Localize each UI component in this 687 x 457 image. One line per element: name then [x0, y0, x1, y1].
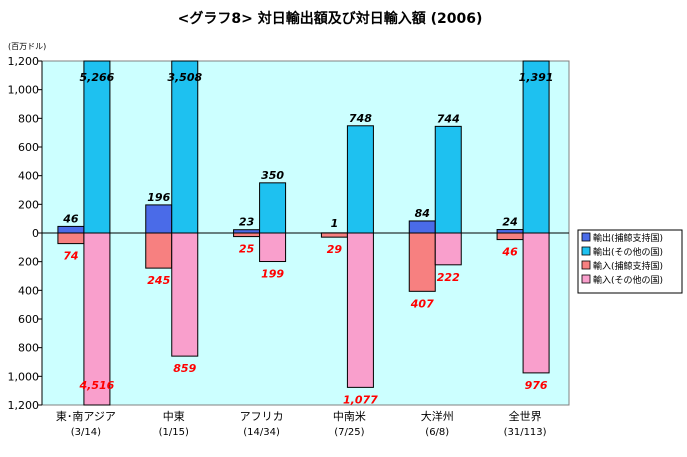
- data-label: 976: [525, 379, 548, 392]
- bar: [320, 232, 348, 238]
- bar: [233, 232, 261, 238]
- bar: [259, 182, 287, 234]
- category-label: 中東: [163, 410, 185, 423]
- bar: [83, 60, 111, 234]
- category-sublabel: (3/14): [71, 427, 101, 438]
- bar: [171, 60, 199, 234]
- data-label: 25: [239, 243, 255, 256]
- data-label: 3,508: [167, 71, 202, 84]
- category-label: 全世界: [509, 409, 542, 423]
- data-label: 23: [239, 216, 255, 229]
- bar: [434, 232, 462, 266]
- data-label: 744: [437, 112, 460, 125]
- y-tick-label: 800: [18, 112, 39, 125]
- data-label: 748: [349, 112, 372, 125]
- category-sublabel: (6/8): [425, 427, 449, 438]
- category-label: 中南米: [333, 410, 366, 423]
- category-sublabel: (7/25): [334, 427, 364, 438]
- legend-swatch: [581, 274, 591, 284]
- data-label: 199: [261, 268, 284, 281]
- data-label: 350: [261, 169, 284, 182]
- legend: 輸出(捕鯨支持国) 輸出(その他の国) 輸入(捕鯨支持国) 輸入(その他の国): [577, 229, 683, 294]
- bar: [171, 232, 199, 357]
- y-tick-label: 1,200: [8, 399, 40, 412]
- y-axis: 1,200 1,000 800 600 400 200 0 200 400 600 800 1,000…: [8, 55, 43, 412]
- data-label: 74: [63, 250, 78, 263]
- data-label: 222: [437, 271, 460, 284]
- bar: [145, 204, 173, 234]
- x-axis: 東･南アジア (3/14) 中東 (1/15) アフリカ (14/34) 中南米 (7/25)…: [56, 409, 547, 438]
- data-label: 1,391: [519, 71, 554, 84]
- bar: [259, 232, 287, 263]
- data-label: 859: [173, 362, 196, 375]
- data-label: 29: [327, 243, 343, 256]
- data-labels: 46 5,266 74 4,516 196 3,508 245 859 23 350 25 199 1 7…: [62, 71, 553, 406]
- bar: [145, 232, 173, 269]
- data-label: 84: [415, 207, 430, 220]
- y-tick-label: 200: [18, 198, 39, 211]
- bar: [408, 232, 436, 292]
- y-tick-label: 800: [18, 342, 39, 355]
- category-sublabel: (14/34): [243, 427, 280, 438]
- legend-label: 輸入(捕鯨支持国): [593, 260, 663, 272]
- category-sublabel: (1/15): [159, 427, 189, 438]
- legend-swatch: [581, 246, 591, 256]
- data-label: 1: [331, 217, 339, 230]
- data-label: 46: [501, 246, 518, 259]
- data-label: 196: [147, 191, 170, 204]
- bar: [434, 125, 462, 234]
- legend-label: 輸出(捕鯨支持国): [593, 232, 663, 244]
- y-tick-label: 400: [18, 284, 39, 297]
- bars: [57, 60, 550, 406]
- chart-title: <グラフ8> 対日輸出額及び対日輸入額 (2006): [178, 10, 483, 27]
- bar: [496, 232, 524, 241]
- legend-box: [577, 229, 683, 294]
- bar: [57, 232, 85, 245]
- unit-label: (百万ドル): [8, 42, 46, 51]
- y-tick-label: 600: [18, 141, 39, 154]
- y-tick-label: 1,000: [8, 370, 40, 383]
- legend-label: 輸出(その他の国): [593, 246, 663, 258]
- bar: [408, 220, 436, 234]
- bar: [57, 225, 85, 234]
- data-label: 1,077: [343, 393, 378, 406]
- bar: [346, 125, 374, 234]
- legend-swatch: [581, 232, 591, 242]
- data-label: 5,266: [80, 71, 115, 84]
- bar: [522, 232, 550, 374]
- data-label: 4,516: [79, 379, 115, 392]
- bar: [496, 229, 524, 234]
- y-tick-label: 1,000: [8, 84, 40, 97]
- data-label: 245: [147, 274, 170, 287]
- y-tick-label: 1,200: [8, 55, 40, 68]
- legend-swatch: [581, 260, 591, 270]
- data-label: 407: [410, 297, 434, 310]
- y-tick-label: 600: [18, 313, 39, 326]
- category-label: アフリカ: [240, 410, 284, 423]
- legend-label: 輸入(その他の国): [593, 274, 663, 286]
- y-tick-label: 0: [32, 227, 39, 240]
- bar: [346, 232, 374, 388]
- bar: [522, 60, 550, 234]
- category-sublabel: (31/113): [504, 427, 547, 438]
- category-label: 東･南アジア: [56, 410, 116, 423]
- category-label: 大洋州: [421, 409, 454, 423]
- y-tick-label: 400: [18, 170, 39, 183]
- data-label: 46: [62, 212, 79, 225]
- y-tick-label: 200: [18, 256, 39, 269]
- bar: [83, 232, 111, 406]
- data-label: 24: [502, 216, 517, 229]
